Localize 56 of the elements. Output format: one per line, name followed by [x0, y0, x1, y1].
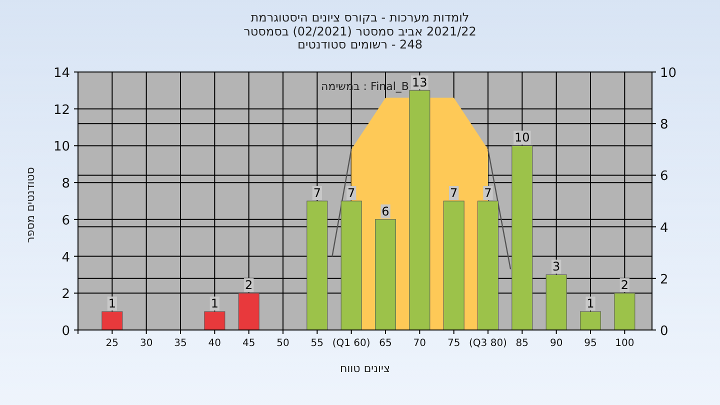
- bar: [546, 274, 567, 330]
- y2-tick-label: 0: [660, 324, 668, 339]
- x-tick-label: 25: [106, 338, 119, 349]
- y-tick-label: 10: [53, 140, 70, 155]
- y-tick-label: 8: [62, 176, 70, 192]
- data-label: 1: [586, 296, 594, 311]
- x-tick-label: 65: [379, 338, 392, 349]
- x-tick-label: 75: [447, 338, 460, 349]
- x-tick-label: 95: [584, 338, 597, 349]
- x-tick-label: 55: [310, 338, 324, 349]
- bar: [614, 292, 636, 330]
- data-label: 7: [450, 186, 458, 200]
- x-tick-label: (Q3 80): [469, 338, 508, 349]
- x-tick-label: 100: [615, 338, 634, 349]
- y-tick-label: 6: [62, 213, 70, 228]
- data-label: 2: [245, 278, 253, 292]
- x-tick-label: 85: [516, 338, 529, 349]
- data-label: 7: [348, 186, 356, 200]
- x-tick-label: (Q1 60): [332, 338, 370, 349]
- data-label: 6: [382, 204, 390, 218]
- y2-tick-label: 6: [660, 169, 668, 184]
- x-tick-label: 50: [276, 338, 290, 349]
- y-tick-label: 4: [62, 250, 70, 266]
- data-label: 2: [620, 278, 628, 292]
- data-label: 7: [484, 186, 492, 200]
- y2-tick-label: 8: [660, 118, 668, 133]
- bar: [409, 90, 430, 330]
- data-label: 13: [412, 75, 428, 90]
- bar: [238, 292, 260, 330]
- y-tick-label: 2: [62, 287, 70, 302]
- bar: [102, 311, 123, 330]
- x-tick-label: 70: [413, 338, 426, 349]
- y-tick-label: 12: [53, 102, 70, 118]
- bar: [375, 219, 396, 330]
- x-axis-title: טווח ציונים: [340, 362, 390, 375]
- data-label: 1: [108, 296, 116, 311]
- bar: [443, 200, 464, 330]
- chart-title: היסטוגרמת ציונים בקורס - מערכות לומדות: [250, 10, 470, 24]
- x-tick-label: 90: [550, 338, 563, 349]
- x-tick-label: 30: [140, 338, 153, 349]
- x-tick-label: 40: [208, 338, 222, 349]
- bar: [306, 200, 328, 330]
- bar: [204, 311, 226, 330]
- data-label: 3: [552, 260, 560, 274]
- data-label: 10: [514, 130, 530, 145]
- data-label: 7: [313, 186, 321, 200]
- x-tick-label: 45: [242, 338, 256, 349]
- y2-tick-label: 4: [660, 220, 668, 236]
- y-tick-label: 14: [53, 66, 70, 81]
- data-label: 1: [210, 296, 218, 311]
- y-axis-title: מספר סטודנטים: [24, 167, 37, 243]
- y2-tick-label: 2: [660, 272, 668, 288]
- y2-tick-label: 10: [660, 66, 677, 81]
- bar: [580, 311, 601, 330]
- x-tick-label: 35: [174, 338, 187, 349]
- y-tick-label: 0: [62, 324, 70, 339]
